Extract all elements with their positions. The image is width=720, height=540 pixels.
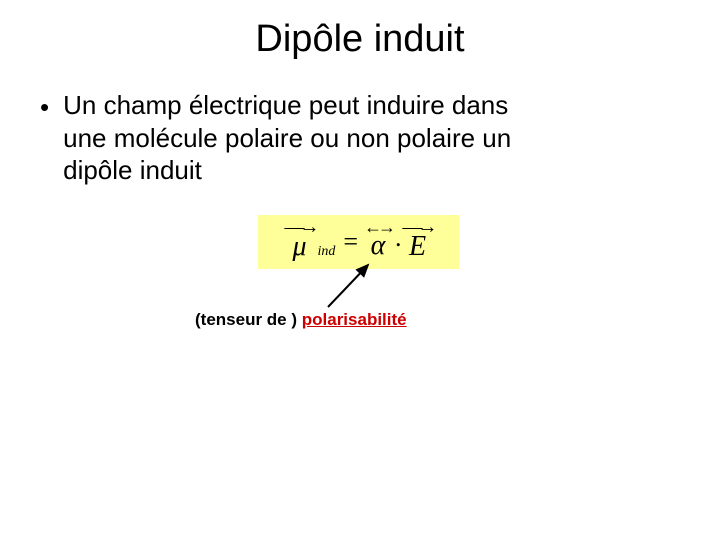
caption: (tenseur de ) polarisabilité (195, 310, 407, 330)
formula-region: —→ μ ind = ←→ α . —→ E (tense (40, 215, 660, 355)
alpha-symbol: α (371, 232, 386, 260)
bullet-text: Un champ électrique peut induire dans un… (63, 89, 660, 187)
mu-subscript: ind (317, 244, 335, 260)
alpha-tensor: ←→ α (364, 224, 392, 260)
bullet-marker: • (40, 91, 49, 124)
dot-operator: . (395, 223, 402, 253)
formula-box: —→ μ ind = ←→ α . —→ E (258, 215, 459, 269)
vector-arrow-icon: —→ (403, 223, 433, 233)
bullet-line-2: une molécule polaire ou non polaire un (63, 123, 511, 153)
e-vector: —→ E (403, 223, 433, 261)
equals-sign: = (343, 227, 358, 257)
bullet-line-1: Un champ électrique peut induire dans (63, 90, 508, 120)
content-area: • Un champ électrique peut induire dans … (0, 89, 720, 355)
caption-highlight: polarisabilité (302, 310, 407, 329)
bullet-item: • Un champ électrique peut induire dans … (40, 89, 660, 187)
vector-arrow-icon: —→ (284, 223, 314, 233)
caption-plain: (tenseur de ) (195, 310, 302, 329)
bullet-line-3: dipôle induit (63, 155, 202, 185)
page-title: Dipôle induit (0, 0, 720, 89)
mu-vector: —→ μ (284, 223, 314, 261)
